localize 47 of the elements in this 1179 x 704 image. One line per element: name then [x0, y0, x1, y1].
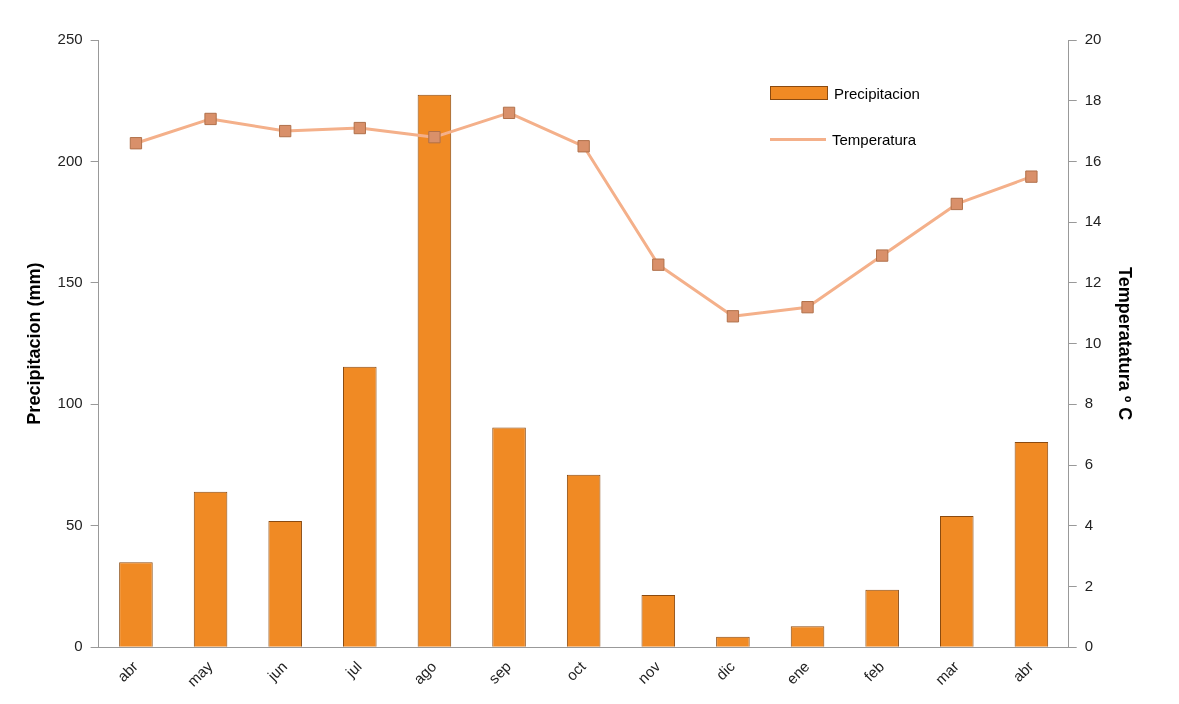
y2-tick-label: 18 — [1084, 90, 1102, 108]
x-tick-label: jun — [263, 657, 291, 685]
x-tick-label: jul — [341, 657, 365, 681]
point — [502, 106, 516, 120]
point — [652, 258, 665, 271]
x-tick-label: may — [183, 657, 216, 690]
x-tick-label: abr — [113, 657, 141, 685]
y2-tick-label: 2 — [1084, 576, 1094, 594]
point — [577, 140, 590, 153]
point — [726, 310, 740, 323]
x-tick-label: mar — [931, 657, 962, 688]
x-tick-label: dic — [712, 657, 739, 684]
y-tick-label: 0 — [74, 637, 83, 655]
y2-tick-label: 20 — [1084, 30, 1102, 48]
y2-tick-label: 0 — [1084, 637, 1094, 655]
x-tick-label: ago — [409, 657, 440, 688]
x-tick-label: sep — [484, 657, 515, 687]
y2-tick-label: 14 — [1084, 212, 1102, 230]
y2-tick-label: 8 — [1084, 394, 1094, 412]
legend-label: Temperatura — [832, 130, 917, 148]
x-tick-label: ene — [782, 657, 813, 688]
y-axis-title: Precipitacion (mm) — [23, 262, 44, 425]
y-tick-label: 150 — [57, 273, 83, 291]
x-tick-label: oct — [562, 657, 590, 684]
x-tick-label: feb — [860, 657, 888, 685]
y2-tick-label: 12 — [1084, 273, 1102, 291]
y2-tick-label: 16 — [1084, 151, 1102, 169]
y2-tick-label: 4 — [1084, 515, 1094, 533]
point — [876, 249, 889, 262]
y-tick-label: 50 — [65, 515, 83, 533]
y2-axis-title: Temperatatura º C — [1115, 266, 1136, 421]
point — [950, 197, 963, 211]
x-tick-label: nov — [634, 657, 664, 687]
point — [279, 124, 292, 138]
y2-tick-label: 10 — [1084, 333, 1102, 351]
y-tick-label: 100 — [57, 394, 83, 412]
x-tick-label: abr — [1009, 657, 1037, 685]
y2-tick-label: 6 — [1084, 455, 1094, 473]
point — [1025, 170, 1038, 183]
point — [129, 137, 143, 150]
y-tick-label: 250 — [57, 30, 83, 48]
point — [353, 121, 366, 135]
legend-label: Precipitacion — [834, 84, 920, 102]
y-tick-label: 200 — [57, 151, 83, 169]
point — [801, 301, 814, 314]
point — [428, 131, 441, 144]
point — [204, 112, 217, 126]
